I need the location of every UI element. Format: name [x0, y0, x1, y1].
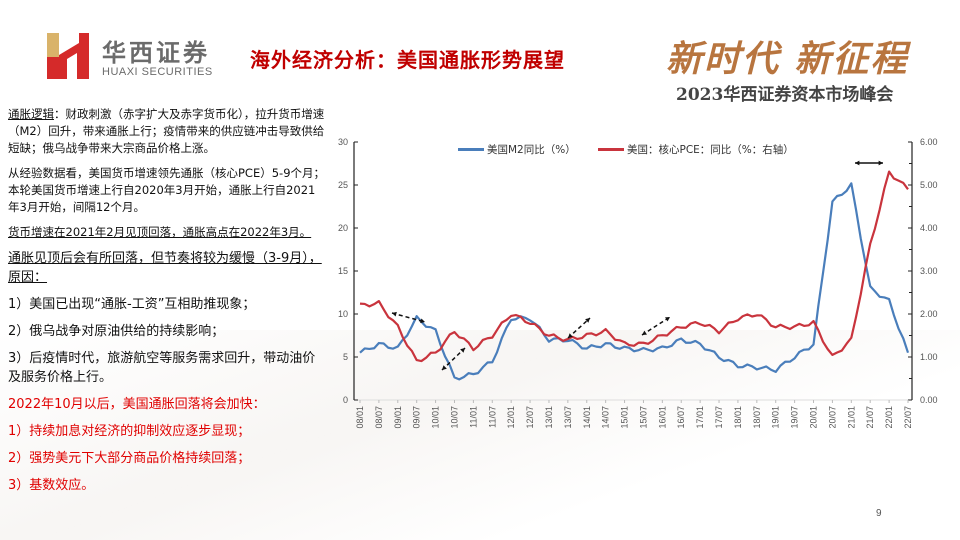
lead-lag-arrow-icon	[391, 312, 426, 323]
x-tick: 20/07	[827, 406, 837, 429]
event-name: 2023华西证券资本市场峰会	[676, 85, 894, 105]
logo-english-name: HUAXI SECURITIES	[102, 66, 213, 78]
company-logo: 华西证券 HUAXI SECURITIES	[47, 33, 217, 79]
x-tick: 21/01	[846, 406, 856, 429]
x-tick: 17/07	[714, 406, 724, 429]
x-tick: 11/07	[487, 406, 497, 428]
outlook-1: 1）持续加息对经济的抑制效应逐步显现；	[8, 424, 251, 439]
y-tick-right: 3.00	[920, 266, 938, 276]
paragraph-reasons-heading: 通胀见顶后会有所回落，但节奏将较为缓慢（3-9月），原因：	[8, 251, 322, 285]
logic-label: 通胀逻辑	[8, 107, 54, 121]
core-pce-line	[359, 170, 909, 363]
huaxi-logo-icon	[47, 33, 89, 79]
x-tick: 09/01	[393, 406, 403, 429]
m2-line	[359, 182, 910, 381]
outlook-heading: 2022年10月以后，美国通胀回落将会加快：	[8, 397, 266, 412]
analysis-text: 通胀逻辑：财政刺激（赤字扩大及赤字货币化），拉升货币增速（M2）回升，带来通胀上…	[8, 106, 326, 503]
page-number: 9	[876, 508, 882, 519]
x-tick: 14/01	[582, 406, 592, 429]
x-tick: 10/01	[431, 406, 441, 429]
logo-chinese-name: 华西证券	[102, 38, 210, 67]
y-tick-left: 15	[338, 266, 348, 276]
reason-3: 3）后疫情时代，旅游航空等服务需求回升，带动油价及服务价格上行。	[8, 351, 316, 385]
y-tick-right: 1.00	[920, 352, 938, 362]
line-chart: 0 5 10 15 20 25 30 0.00 1.00 2.00 3.00 4.00 5.00 6.00…	[338, 137, 938, 429]
event-slogan: 新时代 新征程	[666, 38, 909, 80]
lead-lag-arrow-icon	[441, 347, 466, 371]
y-tick-right: 6.00	[920, 137, 938, 147]
y-tick-right: 0.00	[920, 395, 938, 405]
x-tick: 18/07	[752, 406, 762, 429]
x-tick: 08/01	[355, 406, 365, 429]
x-tick: 11/01	[468, 406, 478, 428]
x-tick: 08/07	[374, 406, 384, 429]
legend-m2-label: 美国M2同比（%）	[487, 144, 576, 156]
legend-pce: 美国：核心PCE：同比（%：右轴）	[598, 142, 794, 157]
x-tick: 18/01	[733, 406, 743, 429]
legend-pce-label: 美国：核心PCE：同比（%：右轴）	[627, 144, 794, 156]
y-tick-right: 2.00	[920, 309, 938, 319]
x-tick: 17/01	[695, 406, 705, 429]
x-tick: 16/01	[657, 406, 667, 429]
x-tick: 15/07	[638, 406, 648, 429]
y-tick-left: 0	[343, 395, 348, 405]
outlook-2: 2）强势美元下大部分商品价格持续回落；	[8, 451, 251, 466]
x-tick: 19/01	[771, 406, 781, 429]
x-tick: 20/01	[809, 406, 819, 429]
x-tick: 15/01	[620, 406, 630, 429]
logic-text: ：财政刺激（赤字扩大及赤字货币化），拉升货币增速（M2）回升，带来通胀上行；疫情…	[8, 107, 325, 155]
x-tick: 12/01	[506, 406, 516, 429]
background-fade	[0, 330, 960, 540]
paragraph-logic: 通胀逻辑：财政刺激（赤字扩大及赤字货币化），拉升货币增速（M2）回升，带来通胀上…	[8, 106, 326, 157]
x-tick: 22/07	[903, 406, 913, 429]
x-tick: 10/07	[449, 406, 459, 429]
y-tick-left: 25	[338, 180, 348, 190]
x-tick: 12/07	[525, 406, 535, 429]
legend-blue-line-icon	[458, 148, 484, 151]
page-title: 海外经济分析：美国通胀形势展望	[250, 48, 565, 72]
x-tick: 14/07	[601, 406, 611, 429]
legend-m2: 美国M2同比（%）	[458, 142, 576, 157]
legend-red-line-icon	[598, 148, 624, 151]
lead-lag-arrow-icon	[641, 316, 671, 336]
y-tick-left: 5	[343, 352, 348, 362]
x-tick: 19/07	[790, 406, 800, 429]
x-tick: 21/07	[865, 406, 875, 429]
x-tick: 13/07	[563, 406, 573, 429]
y-tick-left: 30	[338, 137, 348, 147]
y-tick-right: 5.00	[920, 180, 938, 190]
x-tick: 16/07	[676, 406, 686, 429]
reason-2: 2）俄乌战争对原油供给的持续影响；	[8, 324, 225, 339]
y-tick-right: 4.00	[920, 223, 938, 233]
x-tick: 22/01	[884, 406, 894, 429]
paragraph-peak: 货币增速在2021年2月见顶回落，通胀高点在2022年3月。	[8, 225, 312, 239]
x-tick: 13/01	[544, 406, 554, 429]
lead-lag-arrow-icon	[567, 317, 591, 339]
y-tick-left: 20	[338, 223, 348, 233]
outlook-3: 3）基数效应。	[8, 478, 95, 493]
y-tick-left: 10	[338, 309, 348, 319]
paragraph-experience: 从经验数据看，美国货币增速领先通胀（核心PCE）5-9个月；本轮美国货币增速上行…	[8, 166, 326, 214]
x-tick: 09/07	[412, 406, 422, 429]
reason-1: 1）美国已出现“通胀-工资”互相助推现象；	[8, 297, 256, 312]
